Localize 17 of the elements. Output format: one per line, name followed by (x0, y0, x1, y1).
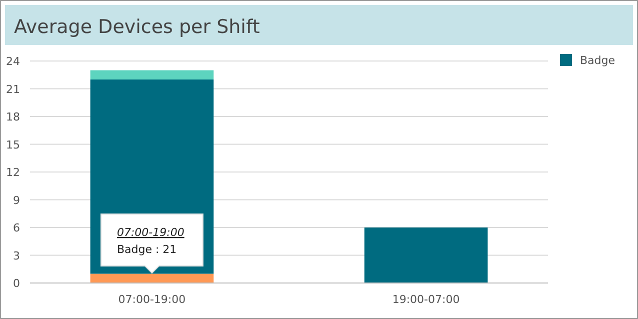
y-tick-label: 15 (6, 138, 20, 152)
y-tick-label: 3 (13, 249, 20, 262)
bar (90, 70, 214, 80)
y-tick-label: 6 (13, 222, 20, 234)
y-tick-label: 12 (6, 166, 20, 179)
y-tick-label: 0 (13, 277, 20, 290)
y-tick-label: 9 (13, 194, 20, 207)
x-tick-label: 19:00-07:00 (392, 293, 460, 306)
bar (90, 274, 214, 283)
annotation: 07:00-19:00 (116, 226, 184, 239)
y-tick-label: 21 (6, 82, 20, 96)
legend-label: Badge (580, 54, 616, 67)
y-tick-label: 18 (6, 110, 20, 124)
y-tick-label: 24 (6, 55, 20, 68)
chart-title: Average Devices per Shift (14, 16, 260, 38)
annotation: Badge : 21 (116, 243, 177, 256)
bar (364, 228, 488, 283)
